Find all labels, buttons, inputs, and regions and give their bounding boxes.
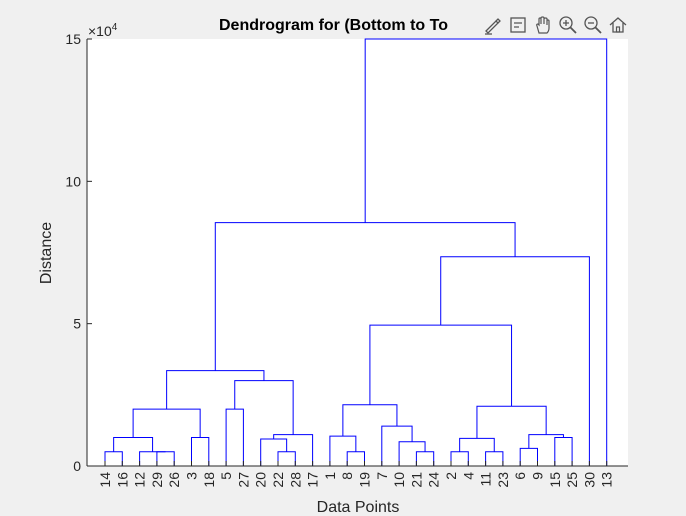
dendrogram-link-m1 <box>104 451 123 466</box>
chart-title: Dendrogram for (Bottom to To <box>219 17 448 34</box>
x-tick-label: 29 <box>149 472 165 488</box>
zoom-in-button[interactable] <box>556 13 579 37</box>
dendrogram-link-m13 <box>346 451 365 466</box>
pan-button[interactable] <box>531 13 554 37</box>
y-exponent-label: ×104 <box>88 22 118 39</box>
x-tick-label: 22 <box>270 472 286 488</box>
brush-icon <box>484 18 501 35</box>
y-tick-label: 10 <box>65 173 81 189</box>
home-button[interactable] <box>606 13 629 37</box>
dendrogram-link-m29 <box>364 38 608 466</box>
home-icon <box>609 17 626 33</box>
dendrogram-link-m7 <box>225 408 244 466</box>
x-tick-label: 9 <box>530 472 546 480</box>
dendrogram-links <box>104 38 608 466</box>
zoom-out-button[interactable] <box>581 13 604 37</box>
x-tick-label: 8 <box>339 472 355 480</box>
dendrogram-link-m22 <box>519 447 538 466</box>
x-tick-label: 30 <box>581 472 597 488</box>
brush-button[interactable] <box>481 13 504 37</box>
dendrogram-link-m17 <box>381 425 413 466</box>
x-tick-label: 27 <box>235 472 251 488</box>
x-tick-label: 1 <box>322 472 338 480</box>
x-tick-label: 2 <box>443 472 459 480</box>
dendrogram-link-m24 <box>528 434 564 449</box>
x-tick-label: 24 <box>426 472 442 488</box>
dendrogram-link-m8 <box>277 451 296 466</box>
x-tick-label: 3 <box>184 472 200 480</box>
plot-area <box>87 39 628 466</box>
x-axis-label: Data Points <box>317 499 400 516</box>
x-tick-label: 12 <box>132 472 148 488</box>
x-tick-label: 6 <box>512 472 528 480</box>
x-tick-label: 15 <box>547 472 563 488</box>
x-tick-label: 28 <box>287 472 303 488</box>
x-tick-label: 10 <box>391 472 407 488</box>
x-tick-label: 19 <box>357 472 373 488</box>
dendrogram-link-m15 <box>415 451 435 466</box>
axes-toolbar <box>481 12 629 38</box>
dendrogram-link-m18 <box>342 404 398 437</box>
x-tick-label: 7 <box>374 472 390 480</box>
x-tick-label: 26 <box>166 472 182 488</box>
x-tick-label: 21 <box>408 472 424 488</box>
dendrogram-link-m20 <box>485 451 504 466</box>
data-tips-button[interactable] <box>506 13 529 37</box>
dendrogram-link-m10 <box>273 434 314 466</box>
y-tick-label: 5 <box>73 316 81 332</box>
x-tick-label: 18 <box>201 472 217 488</box>
pan-icon <box>535 16 550 34</box>
x-tick-label: 17 <box>305 472 321 488</box>
y-tick-label: 15 <box>65 31 81 47</box>
x-tick-label: 14 <box>97 472 113 488</box>
x-tick-label: 11 <box>478 472 494 487</box>
zoom-in-icon <box>558 16 577 34</box>
x-tick-label: 13 <box>599 472 615 488</box>
y-tick-labels: 0 5 10 15 <box>65 31 81 474</box>
x-tick-label: 4 <box>460 472 476 480</box>
data-tips-icon <box>509 17 526 33</box>
dendrogram-link-m9 <box>260 438 288 466</box>
x-tick-labels: 14 16 12 29 26 3 18 5 27 20 22 28 17 1 8 19 7 10 21 24 2 4 11 2… <box>97 472 615 488</box>
dendrogram-link-m19 <box>450 451 469 466</box>
x-tick-label: 20 <box>253 472 269 488</box>
dendrogram-link-m6 <box>132 408 201 438</box>
y-tick-label: 0 <box>73 458 81 474</box>
x-tick-label: 5 <box>218 472 234 480</box>
x-tick-label: 23 <box>495 472 511 488</box>
x-tick-label: 25 <box>564 472 580 488</box>
dendrogram-link-m12 <box>166 370 265 410</box>
y-axis-label: Distance <box>38 222 55 284</box>
x-tick-label: 16 <box>114 472 130 488</box>
axes <box>86 38 628 467</box>
zoom-out-icon <box>583 16 602 34</box>
